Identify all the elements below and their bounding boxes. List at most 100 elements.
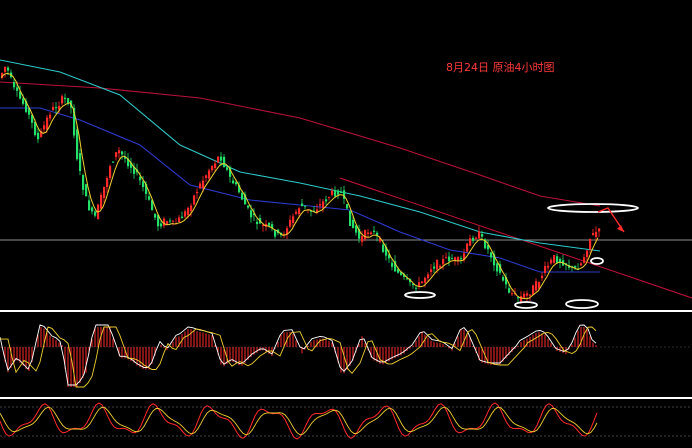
candle-body	[535, 281, 538, 291]
candle-body	[394, 261, 397, 272]
candle-body	[76, 129, 79, 160]
candle-body	[415, 287, 418, 289]
candle-body	[223, 156, 226, 168]
candle-body	[385, 246, 388, 256]
candle-body	[121, 151, 124, 155]
candle-body	[193, 195, 196, 205]
candle-body	[571, 266, 574, 268]
candle-body	[211, 165, 214, 171]
candle-body	[547, 265, 550, 268]
candle-body	[325, 199, 328, 202]
candle-body	[316, 209, 319, 213]
candle-body	[466, 243, 469, 252]
candle-body	[406, 278, 409, 280]
candle-body	[454, 257, 457, 261]
candle-body	[247, 205, 250, 208]
candle-body	[331, 190, 334, 196]
candle-body	[403, 274, 406, 277]
candle-body	[298, 208, 301, 215]
candle-body	[421, 281, 424, 283]
candle-body	[208, 170, 211, 179]
candle-body	[124, 156, 127, 159]
ma-line	[0, 59, 601, 252]
candle-body	[19, 91, 22, 99]
candle-body	[43, 125, 46, 130]
candle-body	[523, 293, 526, 298]
candle-body	[526, 293, 529, 296]
candle-body	[289, 220, 292, 227]
candle-body	[541, 275, 544, 279]
candle-body	[472, 237, 475, 241]
candle-body	[199, 183, 202, 189]
candle-body	[31, 114, 34, 123]
candle-body	[412, 283, 415, 286]
candle-body	[235, 182, 238, 185]
osc-d-line	[0, 406, 598, 436]
candle-body	[370, 232, 373, 235]
candle-body	[580, 263, 583, 266]
candle-body	[229, 167, 232, 177]
osc-k-line	[0, 402, 598, 440]
candle-body	[508, 288, 511, 293]
candle-body	[436, 259, 439, 270]
candle-body	[58, 105, 61, 110]
candle-body	[25, 100, 28, 112]
chart-title: 8月24日 原油4小时图	[446, 61, 555, 74]
candle-body	[598, 228, 601, 232]
candle-body	[319, 204, 322, 206]
candle-body	[427, 274, 430, 279]
candle-body	[322, 201, 325, 208]
candle-body	[340, 192, 343, 194]
candle-body	[148, 196, 151, 200]
candle-body	[4, 66, 7, 73]
candle-body	[256, 221, 259, 225]
candle-body	[469, 238, 472, 246]
candle-body	[418, 282, 421, 287]
candle-body	[577, 269, 580, 271]
candle-body	[346, 204, 349, 209]
candle-body	[424, 277, 427, 283]
candle-body	[391, 262, 394, 267]
annotation-ellipse	[590, 257, 604, 265]
candle-body	[139, 176, 142, 181]
candle-body	[574, 266, 577, 268]
candle-body	[550, 259, 553, 264]
candle-body	[250, 210, 253, 218]
candle-body	[103, 186, 106, 198]
candle-body	[52, 106, 55, 111]
candle-body	[262, 224, 265, 227]
candle-body	[61, 96, 64, 104]
candle-body	[268, 222, 271, 226]
candle-body	[217, 156, 220, 163]
candle-body	[559, 259, 562, 263]
candle-body	[589, 238, 592, 250]
candle-body	[505, 277, 508, 285]
candle-body	[328, 197, 331, 199]
candle-body	[460, 258, 463, 260]
candle-body	[220, 156, 223, 161]
candle-body	[493, 254, 496, 266]
candle-body	[37, 132, 40, 140]
candle-body	[151, 200, 154, 211]
candle-body	[145, 183, 148, 194]
candle-body	[166, 221, 169, 225]
candle-body	[475, 237, 478, 239]
candle-body	[337, 190, 340, 195]
candle-body	[28, 108, 31, 115]
candle-body	[91, 207, 94, 212]
candle-body	[349, 210, 352, 226]
candle-body	[67, 98, 70, 104]
candle-body	[82, 175, 85, 190]
candle-body	[511, 293, 514, 295]
candle-body	[499, 264, 502, 273]
candle-body	[586, 250, 589, 258]
candle-body	[202, 180, 205, 189]
candle-body	[481, 234, 484, 237]
candle-body	[373, 230, 376, 232]
candle-body	[127, 158, 130, 167]
candle-body	[100, 194, 103, 209]
candle-body	[112, 161, 115, 163]
candle-body	[496, 263, 499, 272]
candle-body	[115, 152, 118, 157]
